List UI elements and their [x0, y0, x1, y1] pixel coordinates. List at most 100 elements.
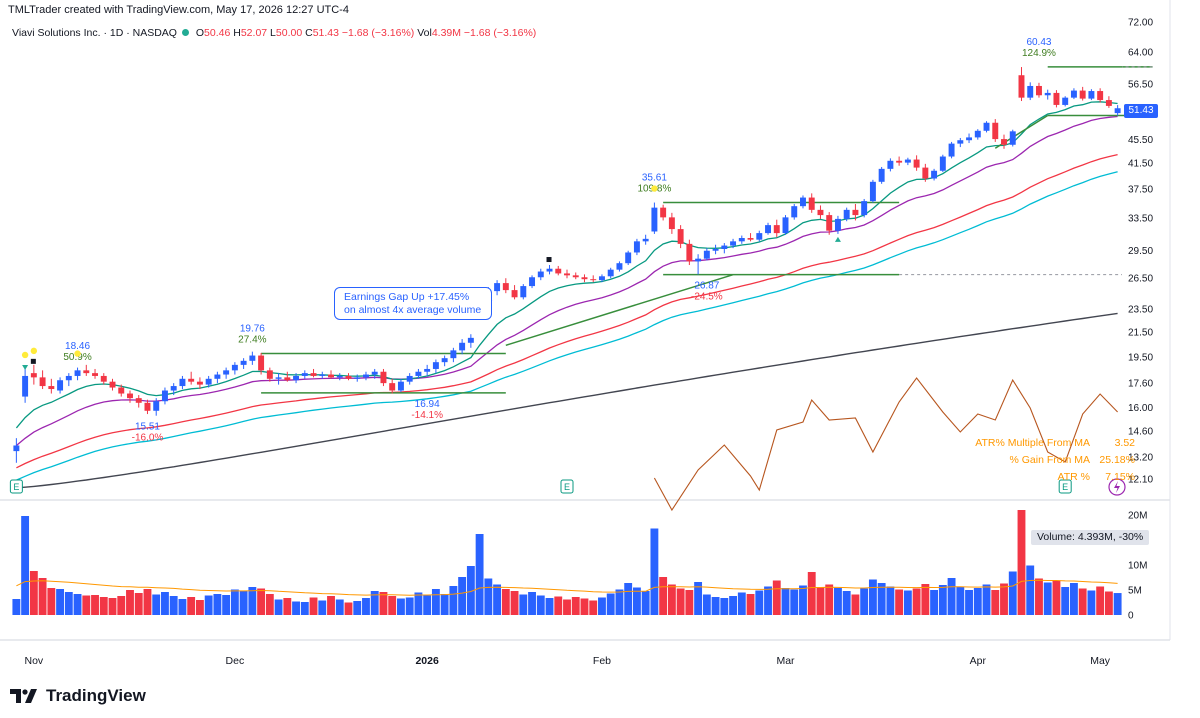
volume-bar	[423, 595, 432, 615]
volume-bar	[126, 590, 134, 615]
candle-body	[389, 383, 396, 391]
volume-bar	[309, 597, 318, 615]
candle-body	[765, 225, 771, 234]
earnings-marker-label: E	[1062, 482, 1068, 492]
volume-bar	[519, 594, 528, 615]
time-tick-label: May	[1090, 655, 1111, 667]
candle-body	[590, 279, 597, 281]
candle-body	[363, 374, 369, 378]
volume-bar	[554, 596, 563, 615]
volume-bar	[274, 599, 283, 615]
candle-body	[109, 381, 116, 388]
lightning-bolt-icon	[1114, 481, 1120, 493]
volume-bar	[1061, 587, 1070, 615]
price-tick-label: 41.50	[1128, 159, 1153, 170]
volume-bar	[694, 582, 703, 615]
volume-bar	[12, 599, 21, 615]
candle-body	[13, 445, 20, 452]
volume-bar	[1078, 588, 1087, 615]
low-drawdown-label: -14.1%	[411, 410, 443, 421]
price-tick-label: 33.50	[1128, 214, 1153, 225]
candle-body	[537, 271, 544, 278]
candle-body	[703, 250, 710, 259]
candle-body	[406, 375, 413, 382]
candle-body	[1105, 100, 1112, 106]
volume-bar	[589, 600, 598, 615]
price-tick-label: 16.00	[1128, 403, 1153, 414]
volume-bar	[300, 602, 309, 615]
candle-body	[441, 358, 448, 363]
volume-bar	[676, 588, 685, 615]
candle-body	[642, 238, 649, 242]
volume-bar	[947, 578, 956, 615]
volume-bar	[650, 528, 659, 615]
volume-bar	[641, 591, 650, 615]
volume-bar	[895, 589, 904, 615]
volume-bar	[327, 596, 335, 615]
volume-bar	[528, 592, 536, 615]
candle-body	[1035, 85, 1042, 96]
volume-bar	[283, 598, 292, 615]
candle-body	[686, 243, 693, 262]
volume-bar	[379, 592, 388, 615]
tradingview-logo[interactable]: TradingView	[10, 686, 146, 706]
time-tick-label: Feb	[593, 655, 611, 667]
signal-square-icon	[546, 257, 552, 263]
candle-body	[773, 225, 780, 234]
volume-bar	[956, 587, 965, 615]
volume-bar	[510, 591, 519, 615]
volume-bar	[1035, 578, 1043, 615]
volume-bar	[152, 594, 161, 615]
candle-body	[467, 337, 474, 343]
symbol-name[interactable]: Viavi Solutions Inc. · 1D · NASDAQ	[12, 27, 177, 39]
stat-value: 7.15%	[1105, 471, 1135, 483]
sma-50-line	[16, 153, 1118, 469]
price-tick-label: 12.10	[1128, 475, 1153, 486]
volume-bar	[1008, 571, 1017, 615]
tradingview-wordmark: TradingView	[46, 686, 146, 705]
candle-body	[529, 277, 536, 287]
volume-bar	[440, 594, 449, 615]
volume-bar	[1069, 583, 1078, 615]
price-tick-label: 45.50	[1128, 135, 1153, 146]
market-status-icon	[181, 29, 189, 37]
candle-body	[1001, 139, 1007, 145]
volume-bar	[161, 592, 169, 615]
candle-body	[100, 375, 107, 382]
volume-bar	[405, 597, 414, 615]
volume-bar	[388, 596, 397, 615]
volume-bar	[772, 580, 781, 615]
candle-body	[65, 375, 72, 381]
volume-bar	[834, 588, 842, 615]
time-tick-label: Mar	[776, 655, 795, 667]
candle-body	[721, 245, 728, 249]
low-price-label: 26.87	[694, 281, 719, 292]
volume-bar	[790, 589, 799, 615]
volume-bar	[82, 595, 91, 615]
candle-body	[502, 283, 509, 291]
volume-bar	[117, 596, 126, 615]
low-value: 50.00	[275, 27, 303, 39]
volume-bar	[982, 584, 991, 615]
volume-bar	[466, 566, 475, 615]
volume-bar	[755, 590, 764, 615]
volume-bar	[370, 591, 379, 615]
tradingview-logo-icon	[10, 689, 37, 703]
atr-line	[653, 377, 1118, 512]
volume-bar	[501, 589, 510, 615]
volume-tick-label: 0	[1128, 611, 1134, 622]
candle-body	[459, 342, 466, 351]
candle-body	[231, 364, 238, 371]
price-tick-label: 29.50	[1128, 246, 1153, 257]
volume-bar	[746, 594, 755, 615]
candle-body	[756, 233, 763, 240]
candle-body	[581, 277, 588, 280]
candle-body	[1062, 97, 1069, 105]
candle-body	[301, 373, 308, 376]
volume-bar	[204, 595, 213, 615]
open-value: 50.46	[204, 27, 231, 39]
candle-body	[817, 209, 824, 216]
volume-bar	[47, 588, 56, 615]
volume-bar	[335, 599, 344, 615]
